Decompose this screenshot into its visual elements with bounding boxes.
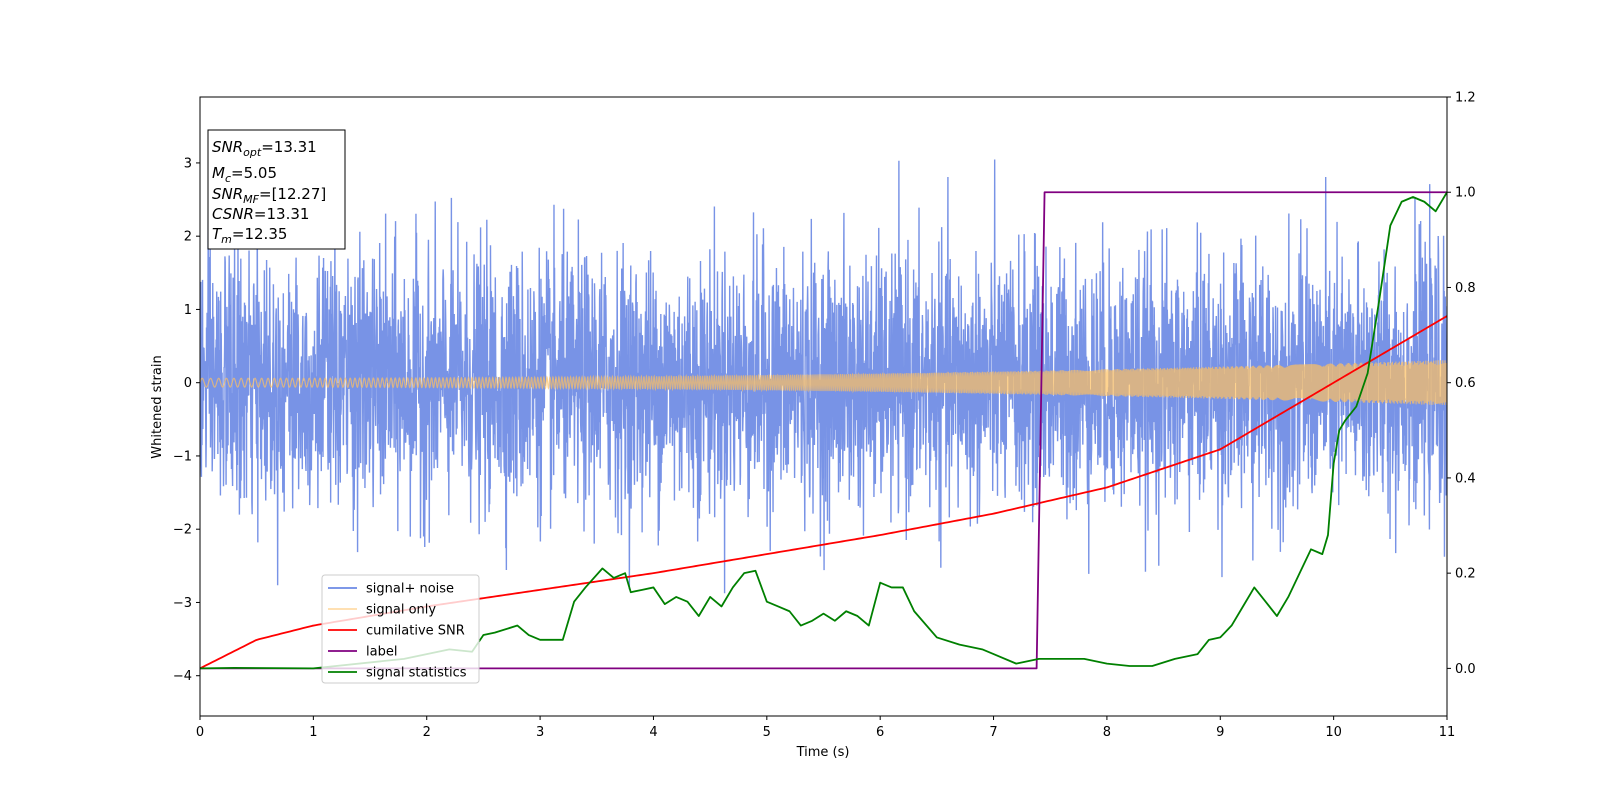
legend-label: cumilative SNR: [366, 624, 465, 639]
right-y-tick-label: 1.2: [1455, 91, 1476, 106]
info-snr-mf: SNRMF=[12.27]: [212, 185, 326, 206]
x-tick-label: 2: [423, 725, 431, 740]
left-y-axis-label: Whitened strain: [150, 355, 165, 458]
left-y-tick-label: −4: [173, 669, 192, 684]
x-tick-label: 0: [196, 725, 204, 740]
info-csnr: CSNR=13.31: [212, 205, 309, 223]
x-tick-label: 4: [649, 725, 657, 740]
left-y-tick-label: −3: [173, 596, 192, 611]
signal-noise-line: [200, 159, 1447, 594]
left-y-tick-label: 1: [184, 303, 192, 318]
right-y-tick-label: 0.6: [1455, 376, 1476, 391]
series-line-signal-statistics: [200, 191, 1447, 670]
legend: signal+ noise signal only cumilative SNR la…: [321, 574, 480, 684]
left-y-tick-label: 0: [184, 376, 192, 391]
x-tick-label: 8: [1103, 725, 1111, 740]
series-line-label: [200, 191, 1447, 670]
info-box-frame: [207, 129, 346, 250]
x-tick-label: 9: [1216, 725, 1224, 740]
info-merger-time: Tm=12.35: [212, 225, 287, 246]
legend-frame: [321, 574, 480, 684]
legend-label: signal only: [366, 603, 436, 618]
right-y-tick-label: 0.2: [1455, 567, 1476, 582]
left-y-tick-label: −1: [173, 449, 192, 464]
legend-label: signal+ noise: [366, 582, 454, 597]
series-signal-noise: [200, 159, 1447, 594]
x-tick-label: 6: [876, 725, 884, 740]
axes-frame: [199, 96, 1448, 717]
left-y-tick-label: 3: [184, 156, 192, 171]
x-tick-label: 5: [763, 725, 771, 740]
right-y-tick-label: 0.0: [1455, 662, 1476, 677]
info-box: SNRopt=13.31 Mc=5.05 SNRMF=[12.27] CSNR=…: [207, 129, 346, 250]
left-y-tick-label: −2: [173, 523, 192, 538]
left-y-tick-label: 2: [184, 230, 192, 245]
right-y-tick-label: 0.4: [1455, 471, 1476, 486]
x-tick-label: 11: [1439, 725, 1456, 740]
signal-only-line: [200, 360, 1447, 406]
x-tick-label: 1: [309, 725, 317, 740]
right-y-axis-ticks: 0.0 0.2 0.4 0.6 0.8 1.0 1.2: [1447, 91, 1476, 677]
info-snr-opt: SNRopt=13.31: [212, 138, 317, 159]
legend-label: signal statistics: [366, 666, 467, 681]
x-tick-label: 3: [536, 725, 544, 740]
series-signal-only: [200, 360, 1447, 406]
x-axis-ticks: 0 1 2 3 4 5 6 7 8 9 10 11: [196, 716, 1455, 740]
info-chirp-mass: Mc=5.05: [212, 164, 277, 185]
right-y-tick-label: 1.0: [1455, 186, 1476, 201]
x-axis-label: Time (s): [796, 745, 850, 760]
x-tick-label: 10: [1325, 725, 1342, 740]
legend-label: label: [366, 645, 397, 660]
x-tick-label: 7: [989, 725, 997, 740]
right-y-tick-label: 0.8: [1455, 281, 1476, 296]
left-y-axis-ticks: −4 −3 −2 −1 0 1 2 3: [173, 156, 200, 684]
